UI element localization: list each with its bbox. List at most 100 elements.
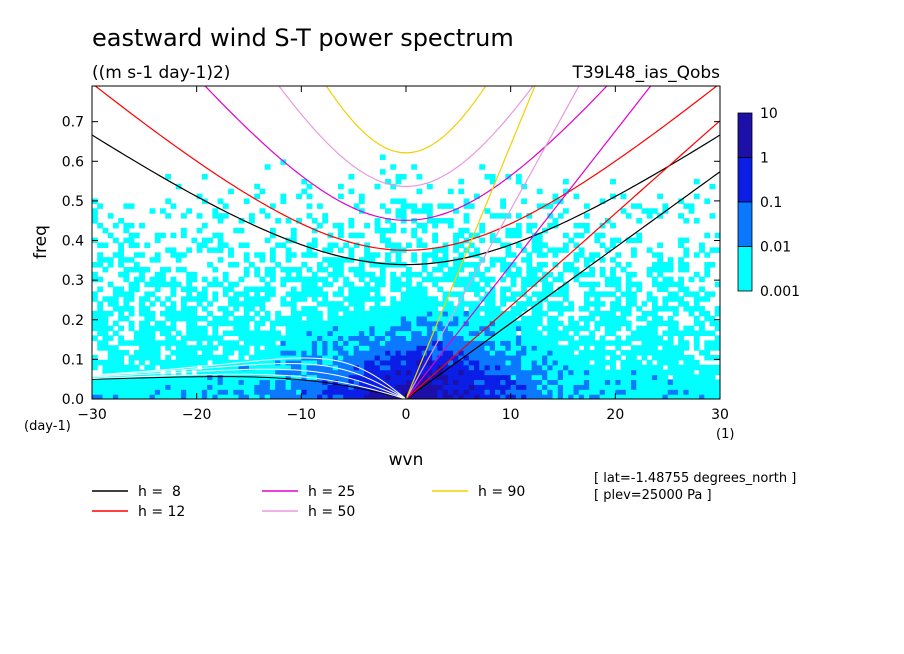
heatmap-cell [128,359,135,366]
heatmap-cell [442,359,449,366]
heatmap-cell [107,262,114,268]
heatmap-cell [337,232,344,239]
heatmap-cell [536,301,543,307]
heatmap-cell [583,325,590,332]
heatmap-cell [411,310,418,317]
heatmap-cell [531,306,538,312]
heatmap-cell [536,354,543,361]
heatmap-cell [510,389,517,395]
heatmap-cell [337,389,344,395]
heatmap-cell [505,232,512,239]
heatmap-cell [233,384,240,390]
heatmap-cell [390,310,397,317]
heatmap-cell [306,291,313,297]
heatmap-cell [578,369,585,376]
heatmap-cell [264,164,271,170]
heatmap-cell [97,325,104,332]
heatmap-cell [337,286,344,293]
heatmap-cell [573,379,580,385]
heatmap-cell [426,203,433,209]
heatmap-cell [416,345,423,351]
heatmap-cell [563,296,569,302]
heatmap-cell [92,379,98,385]
heatmap-cell [573,222,580,229]
heatmap-cell [353,369,360,376]
heatmap-cell [254,354,261,361]
heatmap-cell [458,310,465,317]
heatmap-cell [578,359,585,366]
heatmap-cell [610,354,616,361]
heatmap-cell [306,286,313,293]
heatmap-cell [186,208,193,214]
heatmap-cell [688,310,695,317]
heatmap-cell [563,354,569,361]
heatmap-cell [589,350,595,356]
heatmap-cell [494,340,501,346]
heatmap-cell [557,330,564,337]
heatmap-cell [385,345,391,351]
heatmap-cell [311,227,318,234]
heatmap-cell [599,389,606,395]
heatmap-cell [557,301,564,307]
heatmap-cell [693,301,700,307]
heatmap-cell [317,310,323,317]
heatmap-cell [233,262,240,268]
heatmap-cell [416,374,423,381]
heatmap-cell [327,340,334,346]
heatmap-cell [264,237,271,244]
heatmap-cell [243,310,250,317]
heatmap-cell [296,266,302,273]
heatmap-cell [280,281,287,288]
heatmap-cell [610,276,616,283]
heatmap-cell [552,369,559,376]
heatmap-cell [699,247,705,253]
heatmap-cell [416,325,423,332]
heatmap-cell [180,350,187,356]
heatmap-cell [233,374,240,381]
heatmap-cell [693,291,700,297]
heatmap-cell [547,369,554,376]
heatmap-cell [489,301,496,307]
heatmap-cell [133,354,140,361]
heatmap-cell [536,232,543,239]
heatmap-cell [625,271,632,278]
heatmap-cell [432,306,438,312]
heatmap-cell [416,330,423,337]
heatmap-cell [678,384,684,390]
heatmap-cell [447,320,454,327]
heatmap-cell [102,310,109,317]
heatmap-cell [170,310,177,317]
heatmap-cell [280,354,287,361]
heatmap-cell [500,286,507,293]
heatmap-cell [290,237,297,244]
heatmap-cell [390,330,397,337]
heatmap-cell [348,335,355,341]
heatmap-cell [416,237,423,244]
heatmap-cell [421,242,428,248]
heatmap-cell [358,198,365,204]
heatmap-cell [563,364,569,371]
heatmap-cell [442,310,449,317]
heatmap-cell [646,213,653,219]
heatmap-cell [510,345,517,351]
heatmap-cell [494,320,501,327]
heatmap-cell [510,310,517,317]
heatmap-cell [191,276,198,283]
heatmap-cell [128,286,135,293]
heatmap-cell [285,359,292,366]
heatmap-cell [201,237,208,244]
heatmap-cell [610,222,616,229]
heatmap-cell [144,281,151,288]
heatmap-cell [500,315,507,322]
heatmap-cell [458,340,465,346]
heatmap-cell [442,276,449,283]
heatmap-cell [353,296,360,302]
heatmap-cell [348,296,355,302]
y-tick-label: 0.1 [62,352,84,368]
heatmap-cell [505,379,512,385]
heatmap-cell [437,276,444,283]
heatmap-cell [128,325,135,332]
heatmap-cell [317,286,323,293]
heatmap-cell [615,335,622,341]
heatmap-cell [269,325,276,332]
